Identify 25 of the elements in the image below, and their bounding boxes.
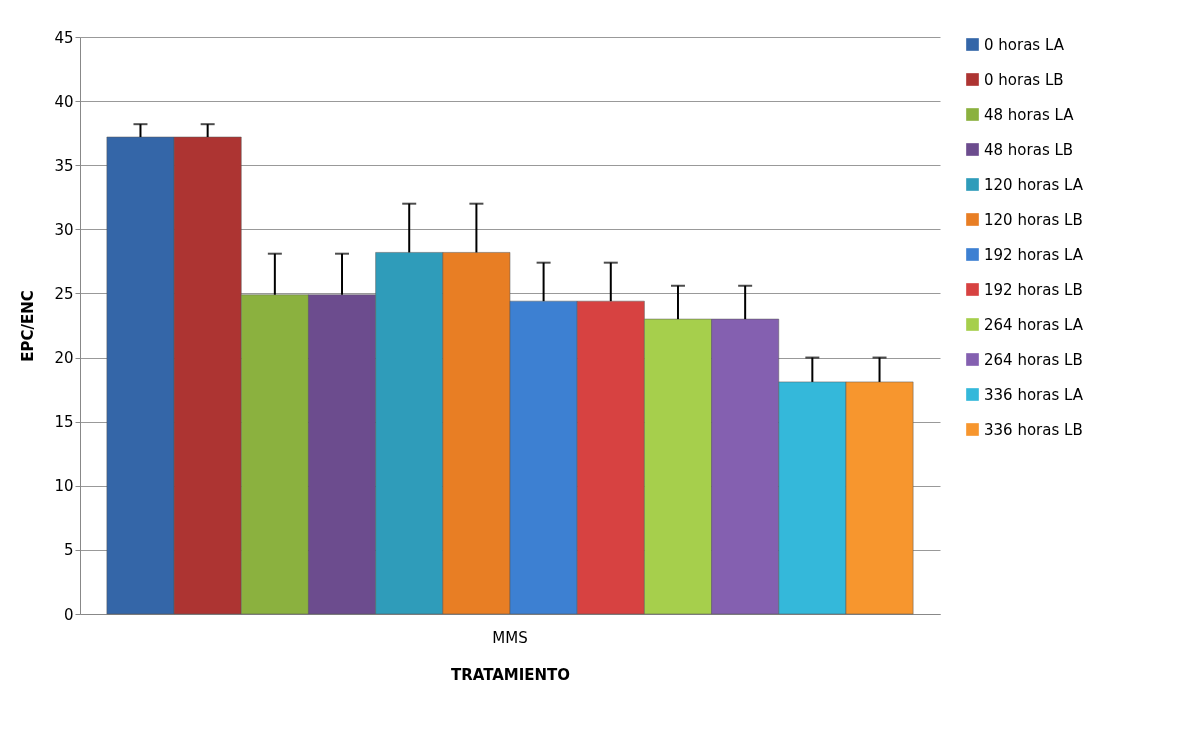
legend-label: 336 horas LB [984,420,1083,439]
y-tick-label: 25 [54,284,74,303]
y-tick-label: 15 [54,413,74,432]
y-tick-label: 45 [54,28,74,47]
y-axis-title: EPC/ENC [19,290,38,362]
y-tick-label: 10 [54,477,74,496]
legend-label: 192 horas LA [984,245,1084,264]
legend-label: 264 horas LB [984,350,1083,369]
y-tick-label: 35 [54,156,74,175]
x-axis-title: TRATAMIENTO [450,665,571,684]
legend-label: 0 horas LA [984,35,1065,54]
y-tick-label: 40 [54,92,74,111]
legend-label: 264 horas LA [984,315,1084,334]
y-tick-label: 30 [54,220,74,239]
legend-label: 48 horas LB [984,140,1074,159]
x-tick-label: MMS [492,628,528,647]
legend-label: 48 horas LA [984,105,1075,124]
legend-label: 120 horas LB [984,210,1083,229]
y-tick-label: 5 [63,541,74,560]
y-tick-label: 20 [54,349,74,368]
legend-label: 120 horas LA [984,175,1084,194]
y-tick-label: 0 [63,605,74,624]
legend-label: 192 horas LB [984,280,1083,299]
legend-label: 0 horas LB [984,70,1064,89]
legend-label: 336 horas LA [984,385,1084,404]
